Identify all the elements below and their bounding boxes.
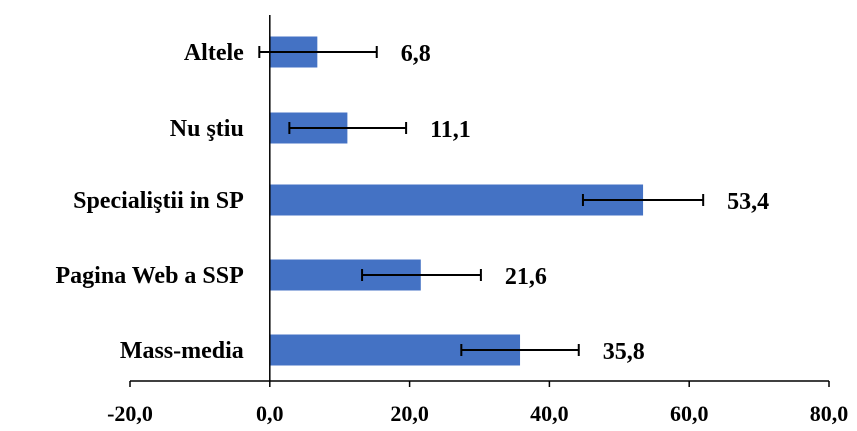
category-label-4: Mass-media <box>120 338 244 364</box>
category-label-2: Specialiştii in SP <box>73 188 244 214</box>
labels-group: Altele 6,8 Nu ştiu 11,1 Specialiştii in SP 53… <box>56 40 770 365</box>
x-tick-label-0: -20,0 <box>107 401 153 426</box>
x-tick-label-3: 40,0 <box>530 401 569 426</box>
bars-group <box>269 36 644 366</box>
category-label-0: Altele <box>184 40 244 66</box>
bar-2 <box>269 184 644 216</box>
data-label-2: 53,4 <box>727 189 769 215</box>
x-tick-label-1: 0,0 <box>256 401 284 426</box>
data-label-4: 35,8 <box>603 339 645 365</box>
x-tick-label-5: 80,0 <box>810 401 849 426</box>
category-label-1: Nu ştiu <box>170 116 244 142</box>
data-label-0: 6,8 <box>401 41 431 67</box>
data-label-3: 21,6 <box>505 264 547 290</box>
x-tick-label-2: 20,0 <box>390 401 429 426</box>
axes-group: -20,0 0,0 20,0 40,0 60,0 80,0 <box>107 15 848 426</box>
error-bars-group <box>258 46 705 356</box>
x-tick-label-4: 60,0 <box>670 401 709 426</box>
data-label-1: 11,1 <box>430 117 471 143</box>
category-label-3: Pagina Web a SSP <box>56 263 244 289</box>
